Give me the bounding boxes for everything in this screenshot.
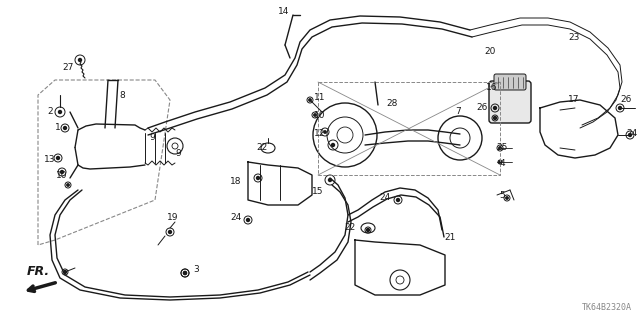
Circle shape — [168, 230, 172, 234]
Circle shape — [67, 184, 69, 186]
Circle shape — [309, 99, 311, 101]
Circle shape — [61, 171, 63, 173]
Circle shape — [499, 161, 501, 163]
Text: 26: 26 — [620, 95, 632, 105]
Text: TK64B2320A: TK64B2320A — [582, 303, 632, 312]
Text: 15: 15 — [312, 188, 324, 196]
Text: 19: 19 — [167, 213, 179, 222]
Text: 4: 4 — [499, 158, 505, 167]
FancyBboxPatch shape — [489, 81, 531, 123]
Text: 3: 3 — [193, 266, 199, 275]
Text: 24: 24 — [380, 194, 390, 203]
Circle shape — [332, 143, 335, 147]
Text: 8: 8 — [119, 92, 125, 100]
Text: 22: 22 — [257, 143, 268, 153]
Circle shape — [397, 198, 399, 202]
Text: 26: 26 — [476, 103, 488, 113]
Circle shape — [79, 59, 81, 61]
Circle shape — [184, 271, 186, 275]
Text: 28: 28 — [387, 99, 397, 108]
Text: 24: 24 — [230, 213, 242, 222]
Circle shape — [328, 179, 332, 181]
Text: 9: 9 — [149, 132, 155, 141]
Circle shape — [628, 133, 632, 137]
Circle shape — [314, 114, 316, 116]
Text: 10: 10 — [314, 110, 326, 119]
Text: FR.: FR. — [26, 265, 49, 278]
Text: 11: 11 — [314, 92, 326, 101]
Text: 23: 23 — [568, 34, 580, 43]
Circle shape — [618, 107, 621, 109]
Text: 1: 1 — [55, 124, 61, 132]
Text: 10: 10 — [56, 172, 68, 180]
Circle shape — [499, 147, 501, 149]
Text: 7: 7 — [455, 108, 461, 116]
Text: 17: 17 — [568, 95, 580, 105]
Circle shape — [63, 126, 67, 130]
Text: 22: 22 — [344, 223, 356, 233]
Circle shape — [56, 156, 60, 159]
Text: 9: 9 — [175, 148, 181, 157]
Text: 24: 24 — [627, 129, 637, 138]
FancyBboxPatch shape — [494, 74, 526, 90]
Circle shape — [257, 177, 259, 180]
Text: 12: 12 — [314, 129, 326, 138]
Text: 13: 13 — [44, 156, 56, 164]
Text: 18: 18 — [230, 178, 242, 187]
Circle shape — [493, 116, 497, 119]
Text: 25: 25 — [496, 142, 508, 151]
Text: 2: 2 — [47, 108, 53, 116]
Text: 14: 14 — [278, 7, 290, 17]
Text: 27: 27 — [62, 63, 74, 73]
Circle shape — [506, 197, 508, 199]
Circle shape — [58, 110, 61, 114]
Circle shape — [324, 131, 326, 133]
Circle shape — [367, 228, 369, 231]
Circle shape — [63, 270, 67, 274]
Circle shape — [246, 219, 250, 221]
Circle shape — [184, 271, 186, 275]
Text: 20: 20 — [484, 47, 496, 57]
Text: 5: 5 — [499, 191, 505, 201]
Text: 16: 16 — [486, 84, 498, 92]
Text: 21: 21 — [444, 234, 456, 243]
Circle shape — [493, 107, 497, 109]
